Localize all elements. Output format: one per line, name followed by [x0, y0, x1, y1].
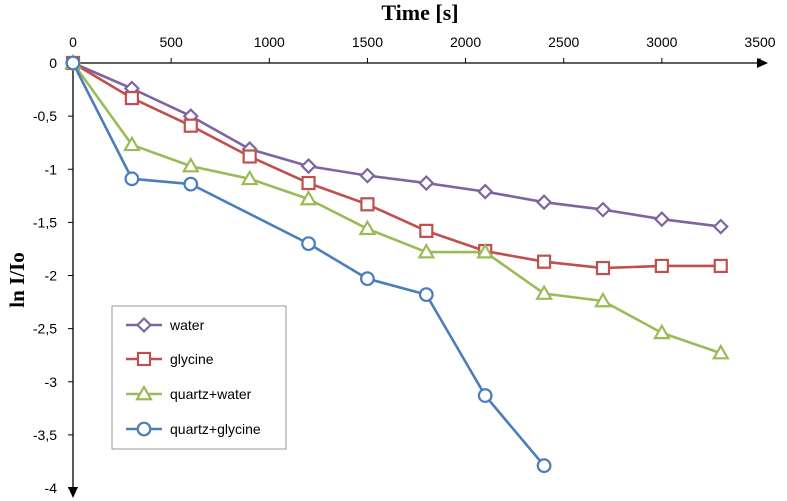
data-point-glycine [360, 197, 375, 212]
x-tick-label: 500 [159, 34, 183, 50]
x-tick-label: 1500 [352, 34, 383, 50]
data-point-glycine [595, 260, 611, 276]
data-point-water [359, 167, 376, 184]
data-point-quartz-water [240, 169, 259, 186]
data-point-quartz-glycine [360, 271, 375, 287]
legend-label-quartz-glycine: quartz+glycine [170, 421, 261, 437]
data-point-quartz-water [358, 219, 377, 236]
data-point-water [477, 183, 494, 200]
x-axis-arrow [757, 58, 768, 68]
legend-label-water: water [169, 317, 205, 333]
y-tick-label: 0 [49, 55, 57, 71]
legend-marker-glycine [136, 351, 152, 367]
data-point-water [536, 194, 553, 211]
data-point-quartz-water [417, 242, 436, 259]
data-point-water [300, 158, 317, 175]
legend-marker-water [135, 316, 153, 334]
y-tick-label: -3,5 [33, 427, 57, 443]
data-point-quartz-glycine [418, 287, 434, 303]
y-tick-label: -1,5 [33, 214, 57, 230]
data-point-quartz-water [122, 135, 141, 152]
y-tick-label: -0,5 [33, 108, 57, 124]
data-point-quartz-water [711, 343, 730, 360]
data-point-glycine [124, 90, 139, 106]
data-point-water [653, 211, 670, 228]
data-point-quartz-water [476, 242, 495, 259]
data-point-water [418, 175, 435, 192]
data-point-glycine [242, 149, 257, 164]
series-line-glycine [72, 61, 721, 270]
data-point-quartz-water [535, 284, 553, 300]
data-point-quartz-water [299, 189, 318, 206]
y-tick-label: -1 [45, 161, 58, 177]
y-tick-label: -4 [45, 480, 58, 496]
x-ticks: 0 500 1000 1500 2000 2500 3000 3500 [69, 34, 776, 63]
data-point-glycine [536, 254, 552, 269]
series-water [64, 54, 729, 235]
data-point-quartz-glycine [477, 388, 493, 403]
series-layer [64, 53, 730, 474]
x-tick-label: 2000 [450, 34, 481, 50]
data-point-water [594, 201, 612, 218]
chart-title: Time [s] [381, 0, 458, 25]
series-line-quartz-water [71, 62, 722, 355]
series-quartz-water [64, 53, 730, 360]
data-point-quartz-glycine [536, 458, 552, 474]
data-point-quartz-glycine [124, 171, 140, 187]
data-point-quartz-glycine [183, 176, 199, 192]
data-point-glycine [301, 175, 316, 191]
data-point-glycine [419, 223, 434, 238]
data-point-quartz-glycine [301, 236, 316, 252]
data-point-quartz-water [594, 291, 612, 308]
x-tick-label: 3000 [646, 34, 677, 50]
x-tick-label: 0 [69, 34, 77, 50]
data-point-glycine [654, 258, 669, 274]
y-axis-arrow [68, 487, 78, 498]
y-tick-label: -3 [45, 374, 58, 390]
legend-marker-quartz-glycine [136, 421, 152, 437]
series-glycine [65, 55, 728, 276]
y-tick-label: -2,5 [33, 321, 57, 337]
x-tick-label: 2500 [548, 34, 579, 50]
data-point-quartz-glycine [65, 55, 81, 71]
series-quartz-glycine [65, 55, 552, 474]
data-point-quartz-water [652, 323, 671, 340]
series-line-quartz-glycine [71, 62, 546, 467]
data-point-glycine [183, 118, 198, 133]
y-axis-label: ln I/Io [5, 252, 29, 307]
y-tick-label: -2 [45, 268, 58, 284]
legend-marker-quartz-water [135, 384, 153, 401]
data-point-quartz-water [181, 156, 200, 173]
data-point-glycine [713, 258, 728, 274]
x-tick-label: 3500 [744, 34, 775, 50]
data-point-water [712, 218, 729, 235]
legend: water glycine quartz+water quartz+glycine [111, 305, 287, 450]
x-tick-label: 1000 [254, 34, 285, 50]
legend-label-glycine: glycine [170, 351, 214, 367]
legend-label-quartz-water: quartz+water [170, 386, 252, 402]
y-ticks: 0 -0,5 -1 -1,5 -2 -2,5 -3 -3,5 -4 [33, 55, 73, 496]
series-line-water [72, 61, 721, 228]
